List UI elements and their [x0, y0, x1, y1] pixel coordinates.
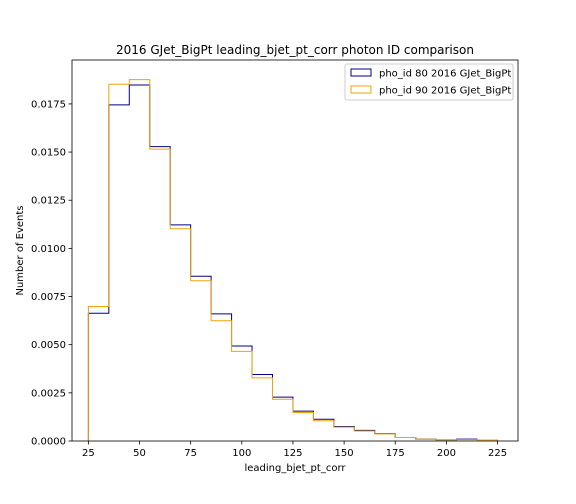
y-tick-label: 0.0125: [31, 196, 66, 207]
legend: pho_id 80 2016 GJet_BigPt pho_id 90 2016…: [345, 64, 513, 100]
y-tick-label: 0.0050: [31, 340, 66, 351]
chart-title: 2016 GJet_BigPt leading_bjet_pt_corr pho…: [116, 43, 474, 57]
y-tick-label: 0.0025: [31, 388, 66, 399]
x-tick-label: 225: [488, 448, 507, 459]
x-tick-label: 200: [437, 448, 456, 459]
x-tick-label: 25: [82, 448, 95, 459]
x-tick-label: 125: [283, 448, 302, 459]
y-tick-label: 0.0150: [31, 148, 66, 159]
x-tick-label: 150: [335, 448, 354, 459]
legend-label-pho-id-80: pho_id 80 2016 GJet_BigPt: [379, 69, 511, 80]
y-tick-label: 0.0175: [31, 99, 66, 110]
y-tick-label: 0.0000: [31, 437, 66, 448]
plot-area: [72, 60, 518, 441]
x-tick-label: 100: [232, 448, 251, 459]
y-axis-label: Number of Events: [15, 205, 26, 295]
legend-label-pho-id-90: pho_id 90 2016 GJet_BigPt: [379, 86, 511, 97]
y-tick-label: 0.0075: [31, 292, 66, 303]
y-tick-label: 0.0100: [31, 244, 66, 255]
x-tick-label: 175: [386, 448, 405, 459]
x-tick-label: 50: [133, 448, 146, 459]
x-axis-label: leading_bjet_pt_corr: [244, 463, 346, 474]
plot-background: [72, 60, 518, 441]
x-tick-label: 75: [184, 448, 197, 459]
